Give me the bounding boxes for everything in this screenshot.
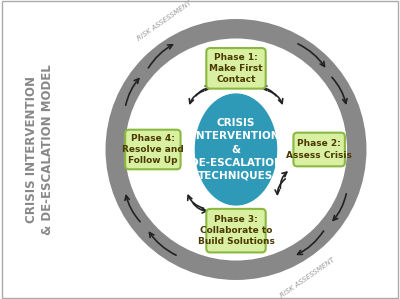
FancyBboxPatch shape xyxy=(206,209,266,252)
Text: CRISIS
INTERVENTION
&
DE-ESCALATION
TECHNIQUES: CRISIS INTERVENTION & DE-ESCALATION TECH… xyxy=(190,118,282,181)
Text: RISK ASSESSMENT: RISK ASSESSMENT xyxy=(136,0,193,42)
Circle shape xyxy=(115,29,357,270)
FancyBboxPatch shape xyxy=(294,133,345,166)
Ellipse shape xyxy=(196,94,276,205)
FancyBboxPatch shape xyxy=(125,130,180,169)
Text: CRISIS INTERVENTION
& DE-ESCALATION MODEL: CRISIS INTERVENTION & DE-ESCALATION MODE… xyxy=(26,64,54,235)
FancyBboxPatch shape xyxy=(206,48,266,89)
Text: Phase 3:
Collaborate to
Build Solutions: Phase 3: Collaborate to Build Solutions xyxy=(198,215,274,246)
Text: Phase 1:
Make First
Contact: Phase 1: Make First Contact xyxy=(209,53,263,84)
Text: Phase 4:
Resolve and
Follow Up: Phase 4: Resolve and Follow Up xyxy=(122,134,184,165)
Text: Phase 2:
Assess Crisis: Phase 2: Assess Crisis xyxy=(286,139,352,160)
Text: RISK ASSESSMENT: RISK ASSESSMENT xyxy=(279,257,336,299)
